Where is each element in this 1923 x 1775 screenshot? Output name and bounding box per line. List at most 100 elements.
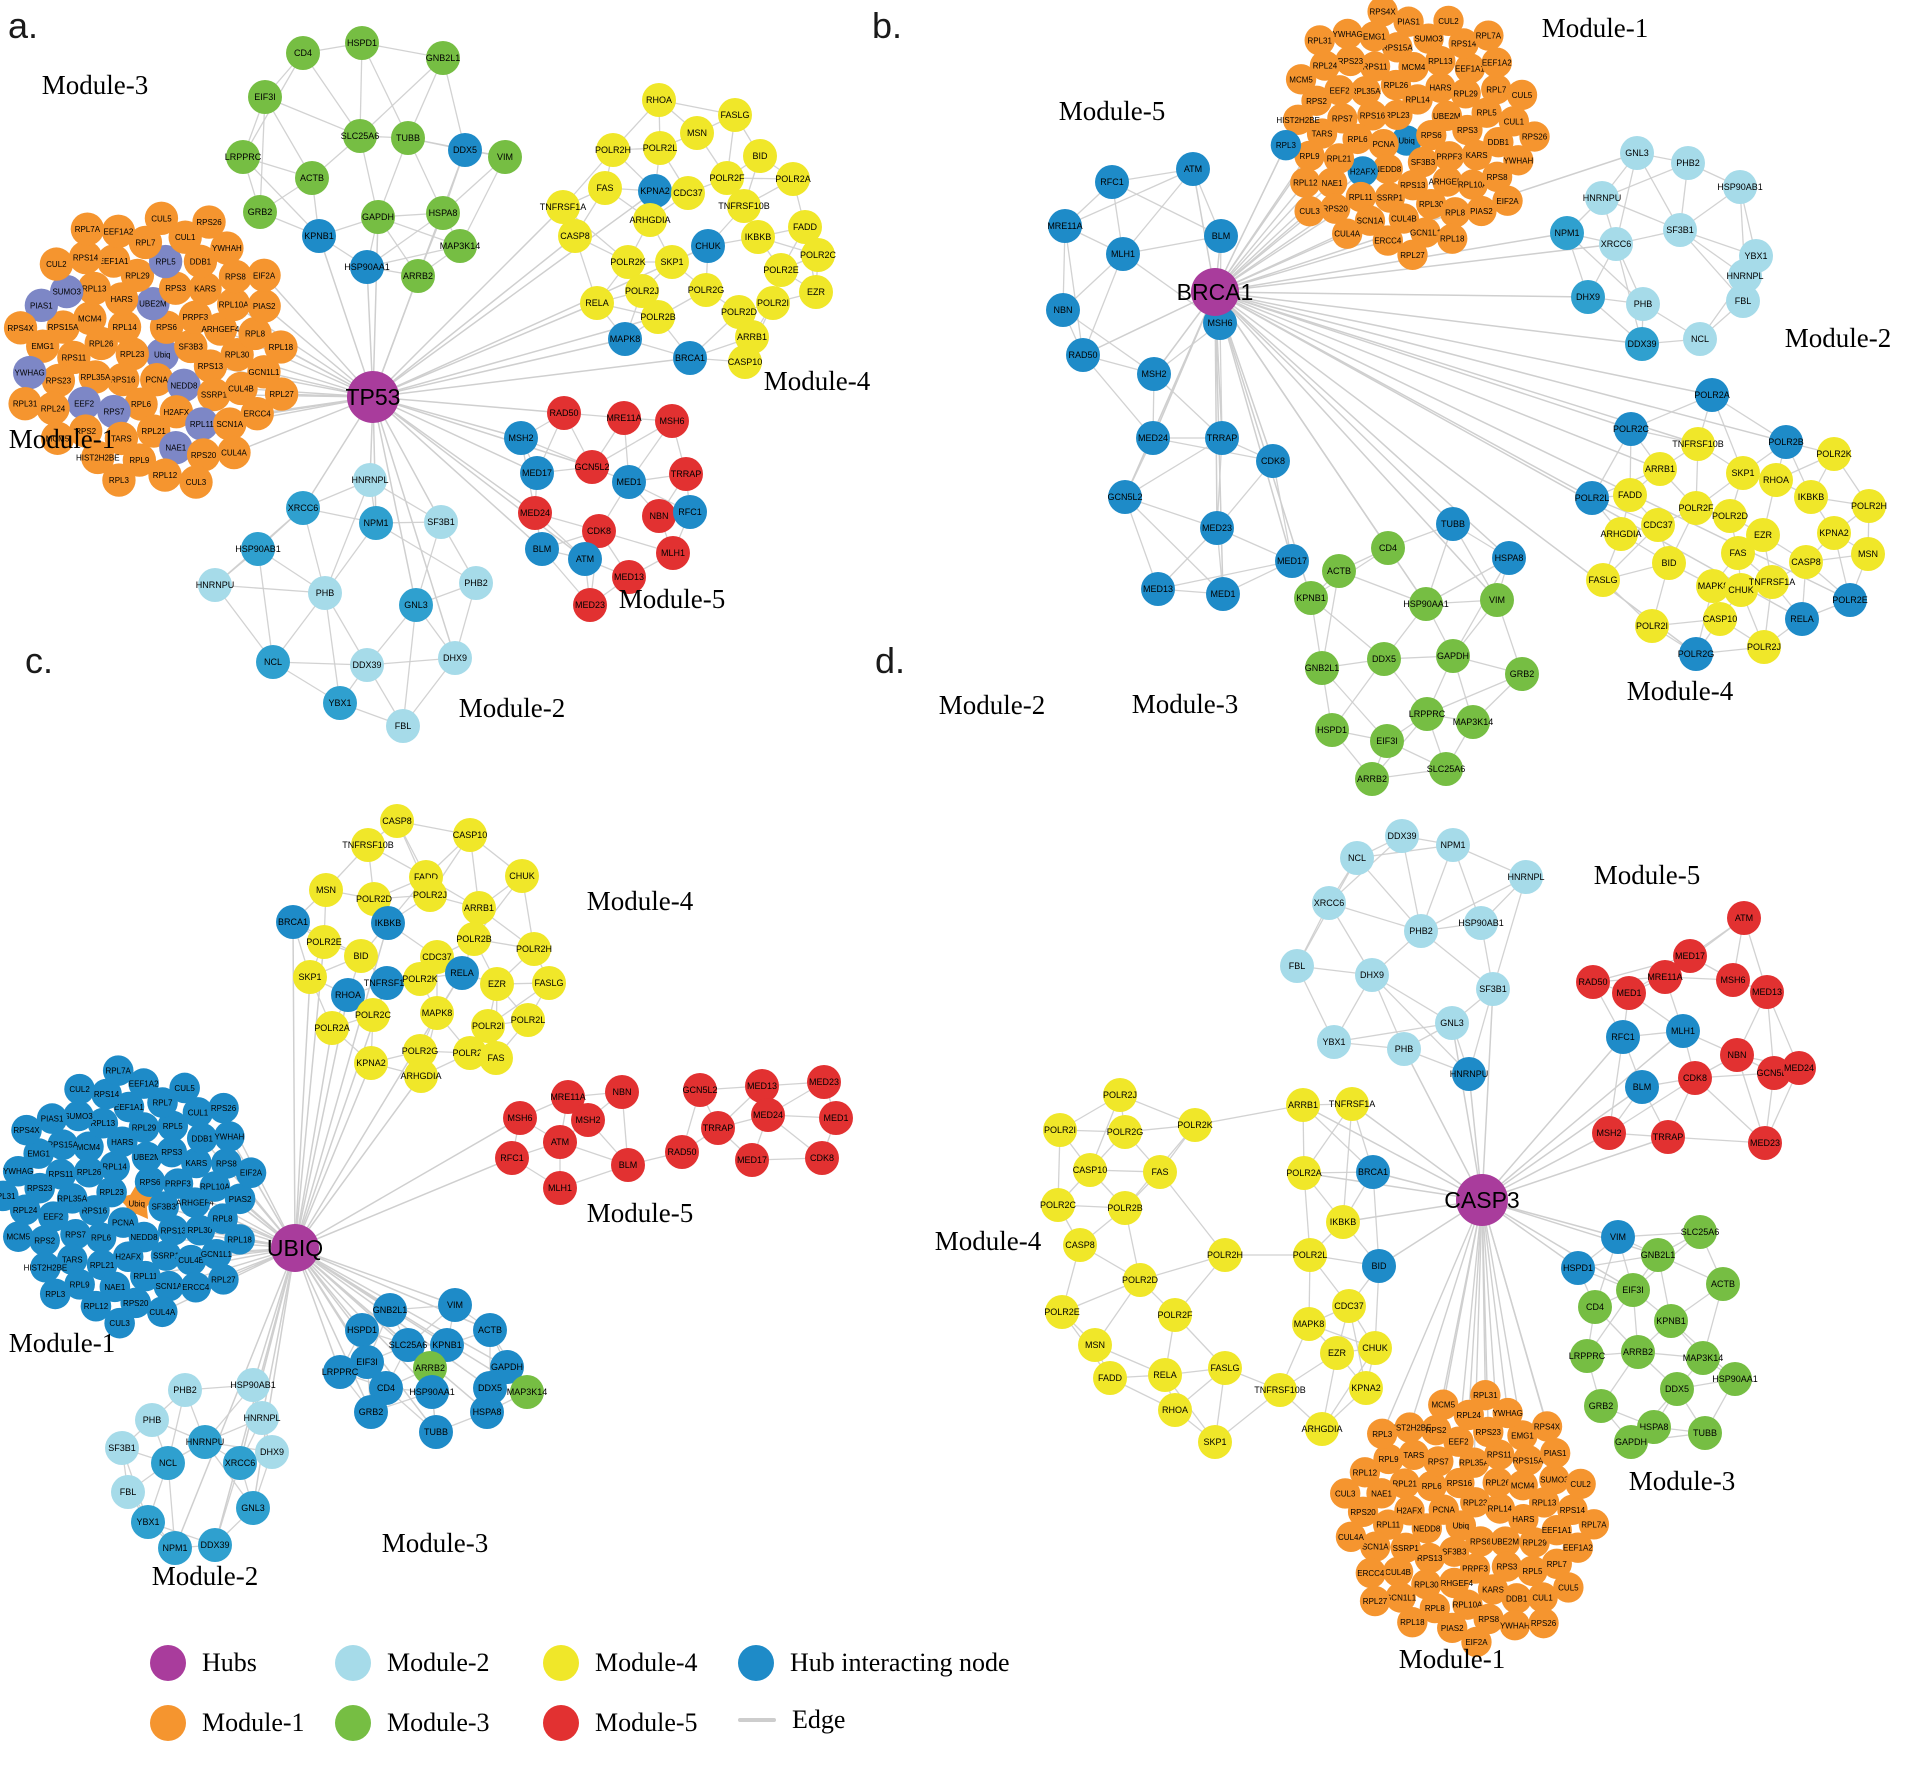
node-label: CASP10 bbox=[1073, 1165, 1108, 1175]
node-label: TNFRSF10B bbox=[342, 840, 394, 850]
node-label: PHB bbox=[316, 588, 335, 598]
node-GRB2: GRB2 bbox=[243, 195, 277, 229]
node-label: YBX1 bbox=[136, 1517, 159, 1527]
node-RHOA: RHOA bbox=[1158, 1393, 1192, 1427]
node-label: TUBB bbox=[1441, 519, 1465, 529]
node-label: CD4 bbox=[1379, 543, 1397, 553]
node-label: POLR2E bbox=[1044, 1307, 1080, 1317]
node-label: DHX9 bbox=[443, 653, 467, 663]
node-RPS20: RPS20 bbox=[1319, 193, 1351, 224]
node-label: PIAS1 bbox=[1397, 18, 1420, 27]
node-HSPA8: HSPA8 bbox=[1492, 541, 1526, 575]
node-label: GCN1L1 bbox=[248, 368, 280, 377]
node-label: MSN bbox=[1858, 549, 1878, 559]
node-CD4: CD4 bbox=[1578, 1290, 1612, 1324]
node-label: DDX5 bbox=[1665, 1384, 1689, 1394]
module-label: Module-4 bbox=[587, 886, 694, 916]
node-label: RELA bbox=[1790, 614, 1814, 624]
node-label: RPL35A bbox=[1351, 87, 1381, 96]
node-MSH6: MSH6 bbox=[655, 404, 689, 438]
node-label: POLR2A bbox=[1286, 1168, 1322, 1178]
node-label: GNB2L1 bbox=[373, 1305, 408, 1315]
node-label: TUBB bbox=[1693, 1428, 1717, 1438]
node-SF3B1: SF3B1 bbox=[1476, 972, 1510, 1006]
node-NAE1: NAE1 bbox=[99, 1271, 131, 1303]
node-CASP10: CASP10 bbox=[728, 345, 762, 379]
node-TUBB: TUBB bbox=[1436, 507, 1470, 541]
node-label: YBX1 bbox=[328, 698, 351, 708]
node-label: GNL3 bbox=[1440, 1018, 1464, 1028]
node-GCN5L2: GCN5L2 bbox=[1107, 480, 1143, 514]
node-TUBB: TUBB bbox=[419, 1415, 453, 1449]
node-DDX5: DDX5 bbox=[1660, 1372, 1694, 1406]
node-label: IKBKB bbox=[375, 918, 402, 928]
node-label: PIAS2 bbox=[253, 302, 276, 311]
node-label: MLH1 bbox=[661, 548, 685, 558]
node-YBX1: YBX1 bbox=[131, 1505, 165, 1539]
node-GNL3: GNL3 bbox=[1620, 136, 1654, 170]
node-CUL1: CUL1 bbox=[1527, 1582, 1558, 1613]
node-label: NCL bbox=[1348, 853, 1366, 863]
node-BLM: BLM bbox=[611, 1148, 645, 1182]
node-label: SSRP1 bbox=[201, 391, 228, 400]
node-HNRNPL: HNRNPL bbox=[351, 463, 389, 497]
node-RPL7A: RPL7A bbox=[70, 212, 105, 246]
node-BLM: BLM bbox=[1204, 219, 1238, 253]
node-label: CUL1 bbox=[175, 233, 196, 242]
node-KPNB1: KPNB1 bbox=[302, 219, 336, 253]
node-YWHAG: YWHAG bbox=[12, 355, 47, 390]
node-MED24: MED24 bbox=[1782, 1051, 1816, 1085]
panel-letter-a: a. bbox=[8, 5, 39, 46]
node-label: MCM4 bbox=[78, 314, 102, 323]
node-ATM: ATM bbox=[1176, 152, 1210, 186]
node-label: TNFRSF10B bbox=[1672, 439, 1724, 449]
node-label: RPS15A bbox=[48, 323, 79, 332]
node-DDX5: DDX5 bbox=[1367, 642, 1401, 676]
node-label: MAP3K14 bbox=[1683, 1353, 1724, 1363]
node-RPL7: RPL7 bbox=[1541, 1548, 1572, 1579]
node-label: CUL5 bbox=[1512, 91, 1533, 100]
node-label: NPM1 bbox=[1440, 840, 1465, 850]
node-label: RPL12 bbox=[84, 1302, 109, 1311]
node-label: ARHGDIA bbox=[1301, 1424, 1342, 1434]
node-label: HIST2H2BE bbox=[24, 1263, 68, 1272]
node-label: MED1 bbox=[1210, 589, 1235, 599]
node-EIF2A: EIF2A bbox=[247, 258, 281, 292]
node-label: KARS bbox=[1482, 1585, 1504, 1594]
node-H2AFX: H2AFX bbox=[159, 395, 194, 429]
node-label: BRCA1 bbox=[1358, 1167, 1388, 1177]
node-HSPA8: HSPA8 bbox=[426, 196, 460, 230]
node-MSH2: MSH2 bbox=[1137, 357, 1171, 391]
node-label: RPL9 bbox=[1300, 152, 1321, 161]
module-label: Module-4 bbox=[935, 1226, 1042, 1256]
node-label: Ubiq bbox=[1398, 137, 1414, 146]
node-XRCC6: XRCC6 bbox=[1312, 886, 1346, 920]
labels-d: Module-2 Module-5 Module-4 Module-3 Module-1 bbox=[935, 690, 1735, 1674]
node-HSP90AA1: HSP90AA1 bbox=[409, 1375, 455, 1409]
node-GNL3: GNL3 bbox=[399, 588, 433, 622]
node-label: CUL2 bbox=[1570, 1480, 1591, 1489]
nodes-a: Ubiq RPL23 RPS6 PCNA RPL14 SF3B3 RPS16 UBE2M NED… bbox=[3, 26, 837, 743]
node-label: XRCC6 bbox=[1314, 898, 1345, 908]
node-label: EMG1 bbox=[1363, 32, 1386, 41]
node-label: RPS8 bbox=[225, 272, 246, 281]
node-SKP1: SKP1 bbox=[1726, 456, 1760, 490]
node-SCN1A: SCN1A bbox=[1354, 205, 1386, 236]
node-label: CUL2 bbox=[69, 1085, 90, 1094]
node-EEF2: EEF2 bbox=[67, 386, 101, 420]
node-label: ARHGDIA bbox=[629, 215, 670, 225]
module-label: Module-3 bbox=[1132, 689, 1238, 719]
node-label: GNB2L1 bbox=[1305, 663, 1340, 673]
node-label: FADD bbox=[414, 872, 439, 882]
node-label: ACTB bbox=[1327, 566, 1351, 576]
node-GNL3: GNL3 bbox=[236, 1491, 270, 1525]
node-VIM: VIM bbox=[438, 1288, 472, 1322]
node-RPS11: RPS11 bbox=[1484, 1439, 1515, 1470]
node-MAP3K14: MAP3K14 bbox=[440, 229, 480, 263]
node-RPL26: RPL26 bbox=[1482, 1467, 1513, 1498]
node-MED13: MED13 bbox=[1141, 572, 1175, 606]
node-label: CUL4B bbox=[178, 1256, 204, 1265]
node-PRPF3: PRPF3 bbox=[1434, 141, 1465, 172]
node-label: ERCC4 bbox=[1374, 237, 1402, 246]
node-label: EIF3I bbox=[356, 1357, 378, 1367]
